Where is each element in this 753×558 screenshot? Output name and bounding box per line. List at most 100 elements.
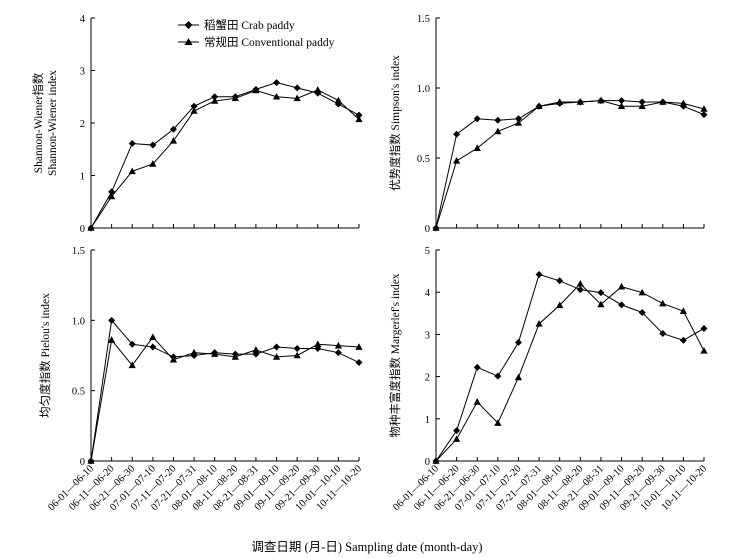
- series-conventional-paddy: [432, 96, 708, 231]
- chart-panel-top-left: 0 1 2 3 4 Shannon-Wiener指数 Shannon-Wiener inde…: [31, 14, 363, 235]
- series-line: [90, 82, 360, 229]
- y-tick-label: 0: [425, 224, 430, 235]
- data-point-triangle: [87, 457, 95, 464]
- series-line: [90, 89, 360, 229]
- data-point-triangle: [617, 282, 626, 290]
- data-point-diamond: [514, 115, 522, 123]
- y-tick-label: 0: [80, 224, 85, 235]
- data-point-triangle: [659, 299, 667, 307]
- y-axis-title: 均匀度指数 Pielou's index: [38, 293, 52, 418]
- data-point-triangle: [473, 398, 481, 405]
- data-point-diamond: [535, 270, 543, 278]
- data-point-triangle: [314, 340, 322, 348]
- data-point-diamond: [638, 98, 646, 106]
- y-tick-label: 4: [80, 14, 86, 25]
- data-point-triangle: [700, 105, 708, 112]
- data-point-triangle: [453, 157, 461, 164]
- y-axis-title: 优势度指数 Simpson's index: [388, 55, 402, 191]
- data-point-diamond: [169, 125, 177, 133]
- y-tick-label: 1.0: [72, 316, 85, 327]
- data-point-triangle: [535, 102, 543, 109]
- data-point-triangle: [473, 144, 481, 151]
- data-point-triangle: [252, 86, 260, 94]
- data-point-diamond: [273, 79, 281, 87]
- data-point-diamond: [355, 111, 363, 119]
- data-point-triangle: [556, 301, 564, 309]
- data-point-triangle: [231, 94, 239, 102]
- data-point-diamond: [453, 427, 461, 435]
- legend-diamond-marker: [184, 21, 193, 29]
- data-point-diamond: [514, 338, 522, 346]
- data-point-diamond: [700, 324, 708, 332]
- data-point-diamond: [355, 359, 363, 367]
- y-axis-title: Shannon-Wiener index: [47, 70, 59, 176]
- data-point-diamond: [273, 343, 281, 351]
- data-point-triangle: [190, 348, 198, 356]
- data-point-triangle: [576, 279, 584, 287]
- y-tick-label: 3: [80, 67, 85, 78]
- data-point-diamond: [108, 188, 116, 196]
- data-point-diamond: [211, 93, 219, 101]
- data-point-diamond: [128, 139, 136, 147]
- y-tick-label: 0: [80, 457, 85, 468]
- data-point-triangle: [108, 336, 116, 343]
- data-point-triangle: [597, 96, 605, 104]
- data-point-triangle: [514, 119, 523, 126]
- data-point-diamond: [149, 343, 157, 351]
- data-point-triangle: [293, 94, 301, 102]
- legend-triangle-marker: [184, 38, 193, 45]
- y-tick-label: 1.0: [417, 84, 430, 95]
- data-point-triangle: [272, 353, 281, 360]
- data-point-diamond: [293, 84, 301, 92]
- series-crab-paddy: [432, 97, 708, 232]
- series-crab-paddy: [432, 270, 708, 465]
- data-point-diamond: [700, 111, 708, 119]
- chart-panel-bottom-right: 01234506-01—06-1006-11—06-2006-21—06-300…: [388, 246, 709, 513]
- data-point-triangle: [659, 98, 667, 105]
- data-point-diamond: [149, 141, 157, 149]
- data-point-triangle: [535, 320, 543, 327]
- legend-label-crab-paddy: 稻蟹田 Crab paddy: [204, 18, 295, 32]
- data-point-diamond: [576, 286, 584, 294]
- data-point-triangle: [679, 99, 687, 107]
- y-tick-label: 1: [425, 415, 430, 426]
- data-point-triangle: [514, 373, 523, 381]
- data-point-triangle: [128, 167, 136, 175]
- data-point-diamond: [556, 277, 564, 285]
- data-point-triangle: [149, 160, 157, 167]
- y-tick-label: 1.5: [417, 14, 430, 25]
- data-point-diamond: [597, 289, 605, 297]
- chart-panel-top-right: 0 0.5 1.0 1.5 优势度指数 Simpson's index: [388, 14, 708, 235]
- y-tick-label: 2: [80, 119, 85, 130]
- series-line: [90, 319, 360, 462]
- shared-x-axis-label: 调查日期 (月-日) Sampling date (month-day): [251, 540, 482, 554]
- series-conventional-paddy: [432, 279, 708, 464]
- data-point-triangle: [700, 347, 708, 354]
- series-line: [435, 273, 705, 462]
- y-tick-label: 0.5: [417, 154, 430, 165]
- data-point-triangle: [432, 224, 440, 231]
- series-conventional-paddy: [87, 86, 363, 231]
- data-point-triangle: [576, 98, 584, 105]
- series-conventional-paddy: [87, 333, 363, 464]
- y-tick-label: 5: [425, 246, 430, 257]
- data-point-triangle: [169, 355, 178, 363]
- legend-entry-conventional-paddy: 常规田 Conventional paddy: [178, 35, 335, 49]
- data-point-triangle: [169, 137, 178, 144]
- data-point-triangle: [355, 343, 363, 350]
- y-tick-label: 2: [425, 373, 430, 384]
- data-point-triangle: [453, 435, 461, 442]
- data-point-diamond: [293, 344, 301, 352]
- y-tick-label: 4: [425, 288, 431, 299]
- data-point-triangle: [314, 86, 322, 93]
- data-point-diamond: [128, 340, 136, 348]
- y-axis-title: Shannon-Wiener指数: [31, 72, 45, 173]
- y-tick-label: 1: [80, 172, 85, 183]
- legend: 稻蟹田 Crab paddy 常规田 Conventional paddy: [178, 18, 335, 49]
- data-point-triangle: [494, 127, 502, 135]
- data-point-diamond: [618, 97, 626, 105]
- data-point-triangle: [597, 300, 605, 308]
- data-point-diamond: [473, 115, 481, 123]
- series-line: [90, 336, 360, 462]
